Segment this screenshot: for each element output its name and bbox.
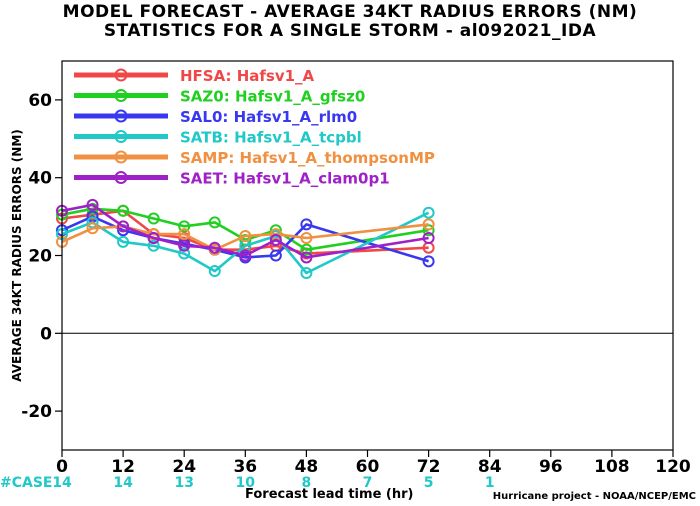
data-point [269, 249, 282, 262]
data-point [422, 255, 435, 268]
data-point [86, 198, 99, 211]
x-tick-label: 48 [295, 457, 319, 477]
x-tick-label: 24 [172, 457, 196, 477]
legend-label: SAMP: Hafsv1_A_thompsonMP [180, 149, 435, 167]
case-count: 14 [113, 475, 133, 491]
legend-marker [114, 68, 128, 82]
series-group [56, 198, 435, 280]
data-point [300, 243, 313, 256]
y-tick-label: 60 [28, 91, 52, 111]
case-label: #CASE [0, 475, 53, 491]
legend-label: SAL0: Hafsv1_A_rlm0 [180, 108, 357, 126]
data-point [147, 231, 160, 244]
case-count: 7 [363, 475, 373, 491]
legend-marker [114, 89, 128, 102]
data-point [269, 233, 282, 246]
legend-label: SATB: Hafsv1_A_tcpbl [180, 129, 362, 147]
data-point [117, 204, 130, 217]
legend-marker [114, 130, 128, 143]
x-axis-label: Forecast lead time (hr) [245, 487, 414, 502]
y-axis-label: AVERAGE 34KT RADIUS ERRORS (NM) [10, 129, 24, 381]
data-point [178, 239, 191, 252]
data-point [178, 228, 191, 241]
data-point [178, 247, 191, 260]
y-tick-label: 20 [28, 247, 52, 267]
chart-title: MODEL FORECAST - AVERAGE 34KT RADIUS ERR… [62, 2, 638, 22]
data-point [178, 220, 191, 233]
y-tick-label: 0 [40, 324, 52, 344]
case-count: 8 [302, 475, 312, 491]
legend-label: SAET: Hafsv1_A_clam0p1 [180, 170, 390, 188]
plot-frame [61, 60, 674, 451]
x-tick-label: 36 [233, 457, 257, 477]
series-line-5 [61, 203, 429, 259]
x-tick-label: 12 [111, 457, 135, 477]
legend-label: SAZ0: Hafsv1_A_gfsz0 [180, 88, 365, 106]
data-point [208, 216, 221, 229]
x-tick-label: 60 [356, 457, 380, 477]
legend-marker [114, 109, 128, 123]
series-line-3 [61, 211, 430, 275]
data-point [300, 218, 313, 231]
data-point [147, 212, 160, 225]
x-tick-label: 0 [56, 457, 68, 477]
case-count: 1 [485, 475, 495, 491]
legend-marker [114, 171, 128, 184]
data-point [86, 222, 99, 235]
legend-label: HFSA: Hafsv1_A [180, 67, 315, 85]
x-tick-label: 84 [478, 457, 502, 477]
data-point [300, 251, 313, 264]
data-point [422, 206, 435, 219]
data-point [208, 265, 221, 278]
case-count: 10 [236, 475, 256, 491]
data-point [117, 220, 130, 233]
case-count: 5 [424, 475, 434, 491]
data-point [300, 267, 313, 280]
x-tick-label: 120 [655, 457, 691, 477]
data-point [239, 249, 252, 262]
case-count: 14 [52, 475, 72, 491]
case-count: 13 [174, 475, 193, 491]
x-tick-label: 108 [594, 457, 630, 477]
series-line-4 [61, 223, 429, 251]
data-point [208, 241, 221, 254]
data-point [117, 235, 130, 248]
data-point [239, 230, 252, 243]
x-tick-label: 72 [417, 457, 441, 477]
data-point [300, 231, 313, 244]
data-point [422, 218, 435, 231]
x-tick-label: 96 [539, 457, 563, 477]
data-point [422, 231, 435, 244]
credit-text: Hurricane project - NOAA/NCEP/EMC [492, 491, 696, 502]
y-tick-label: -20 [21, 402, 52, 422]
y-tick-label: 40 [28, 169, 52, 189]
chart-subtitle: STATISTICS FOR A SINGLE STORM - al092021… [103, 21, 597, 41]
data-point [147, 239, 160, 252]
legend-marker [114, 150, 128, 164]
